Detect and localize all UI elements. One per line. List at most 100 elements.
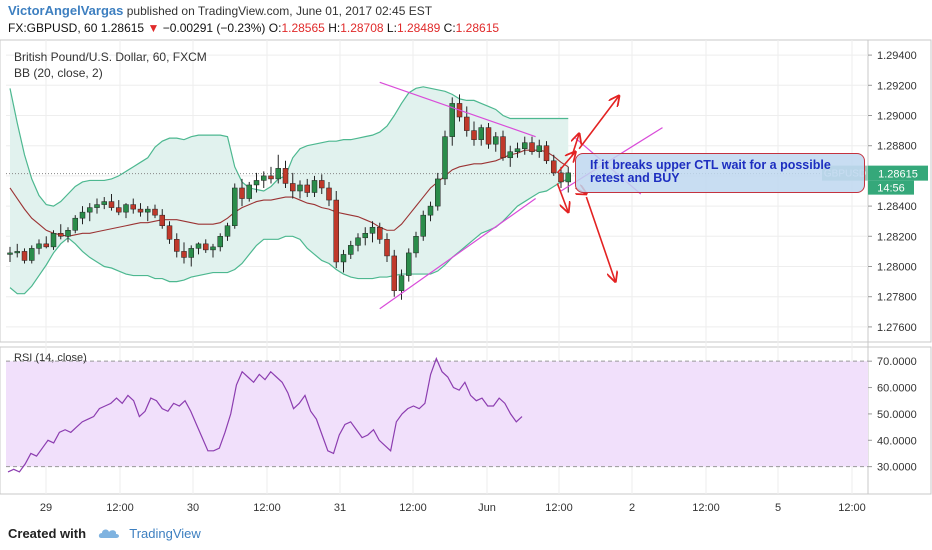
candle-body [369,226,376,234]
candle-body [326,187,332,201]
y-tick-label: 1.27800 [877,292,917,304]
candle-body [290,183,296,192]
candle-body [43,243,49,248]
x-tick-label: 5 [775,502,781,514]
high-label: H: [328,21,341,35]
candle-body [58,233,64,237]
trendline [379,198,536,310]
last-price-badge-text: 1.28615 [878,169,918,181]
candle-body [311,180,318,193]
x-tick-label: 12:00 [545,502,573,514]
tradingview-brand-link[interactable]: TradingView [129,526,201,541]
candle-body [529,142,535,152]
created-with-text: Created with [8,526,87,541]
candle-body [297,184,303,192]
candle-body [348,245,354,255]
candle-body [362,233,368,239]
candle-body [500,136,506,159]
candle-body [391,255,397,291]
candle-body [485,127,492,145]
x-tick-label: 12:00 [253,502,281,514]
close-label: C: [443,21,456,35]
candle-body [522,142,528,149]
projection-arrow [585,196,615,282]
candle-body [87,207,93,213]
candle-body [166,225,173,240]
candle-body [159,214,165,226]
candle-body [246,184,252,199]
candle-body [493,136,499,145]
x-tick-label: 12:00 [106,502,134,514]
rsi-indicator-label[interactable]: RSI (14, close) [14,352,87,364]
candle-body [507,151,513,159]
bb-indicator-label[interactable]: BB (20, close, 2) [14,66,103,80]
bb-lower-line [9,178,569,295]
rsi-y-tick-label: 70.0000 [877,356,917,368]
candle-body [101,201,107,205]
projection-arrow [578,96,619,150]
x-tick-label: 12:00 [692,502,720,514]
down-arrow-icon: ▼ [147,21,160,35]
candle-body [108,201,115,208]
candle-body [65,230,71,237]
main-pane-frame [0,39,932,343]
last-price-badge [868,165,928,181]
bb-fill [10,86,569,294]
candle-body [21,251,28,261]
rsi-band-fill [6,361,868,467]
candle-body [130,204,136,210]
chart-title: British Pound/U.S. Dollar, 60, FXCM [14,50,207,64]
candle-body [116,207,122,213]
candle-body [406,252,412,276]
candle-body [543,145,550,162]
x-tick-label: 12:00 [399,502,427,514]
rsi-y-tick-label: 60.0000 [877,383,917,395]
last-price: 1.28615 [100,21,145,35]
rsi-y-tick-label: 30.0000 [877,462,917,474]
author-link[interactable]: VictorAngelVargas [8,3,124,18]
bb-middle-line [9,149,569,237]
trendline [379,81,536,138]
candle-body [413,236,419,254]
open-value: 1.28565 [281,21,325,35]
candle-body [29,248,35,261]
annotation-text: If it breaks upper CTL wait for a possib… [590,158,831,185]
candle-body [203,243,209,251]
rsi-line [7,356,523,473]
candle-body [282,168,289,184]
rsi-y-tick-label: 50.0000 [877,409,917,421]
candle-body [79,211,86,219]
price-change: −0.00291 (−0.23%) [162,21,266,35]
candle-body [565,172,571,183]
candle-body [449,103,455,137]
x-tick-label: 31 [334,502,346,514]
candle-body [304,184,310,193]
candle-body [7,252,13,255]
x-tick-label: 29 [40,502,52,514]
candle-body [398,275,405,291]
candle-body [478,127,484,140]
candle-body [50,233,57,248]
projection-arrow [556,183,568,212]
candle-body [384,239,390,257]
published-text: published on TradingView.com, June 01, 2… [126,4,433,18]
tradingview-cloud-icon [98,529,119,538]
candle-body [239,187,245,199]
y-tick-label: 1.29200 [877,80,917,92]
publish-header: VictorAngelVargas published on TradingVi… [8,3,432,18]
y-tick-label: 1.29400 [877,50,917,62]
candle-body [145,208,151,213]
annotation-callout[interactable] [575,153,865,193]
countdown-badge-text: 14:56 [877,183,905,195]
candle-body [94,204,100,208]
candle-body [319,180,325,189]
candle-body [195,243,202,249]
candle-body [137,208,144,213]
candle-body [355,237,361,246]
candle-body [442,136,448,180]
candle-body [514,148,521,152]
close-value: 1.28615 [455,21,500,35]
x-tick-label: Jun [478,502,496,514]
candle-body [435,178,441,207]
